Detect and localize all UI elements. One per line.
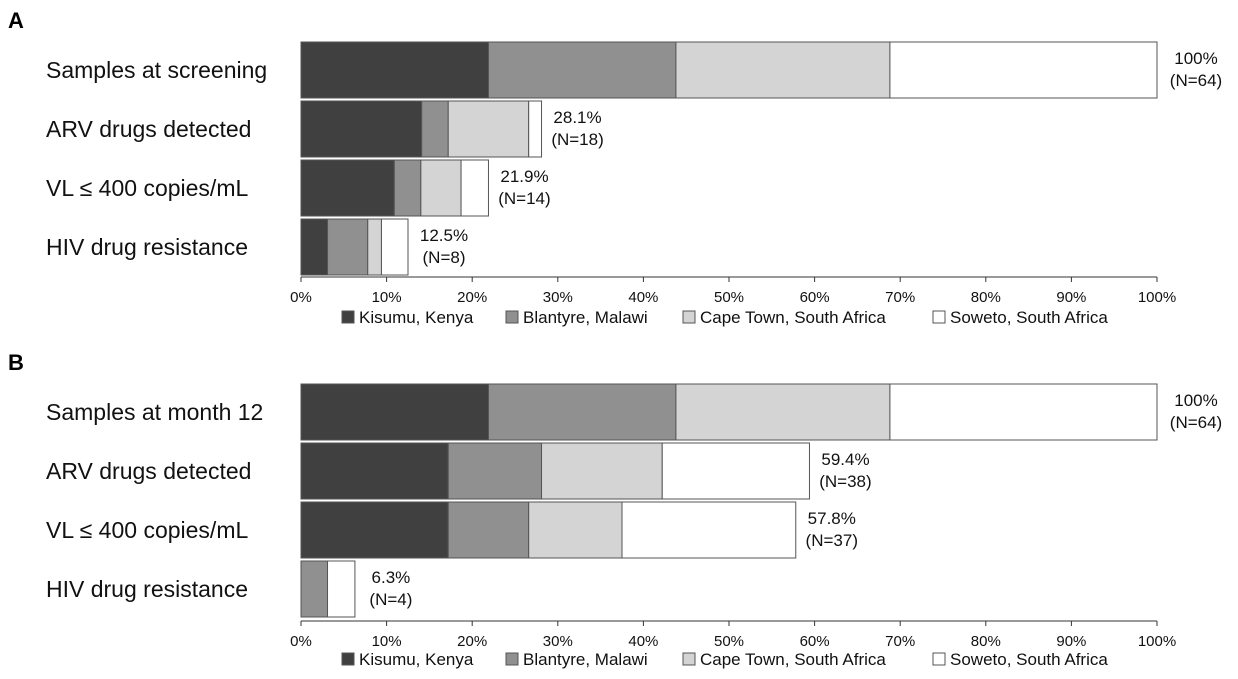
legend-swatch — [682, 310, 696, 324]
bar-count-label: (N=64) — [1170, 413, 1222, 432]
bar-count-label: (N=4) — [369, 590, 412, 609]
bar-segment — [421, 100, 449, 158]
legend-label: Soweto, South Africa — [950, 650, 1108, 669]
bar-segment — [300, 560, 329, 618]
legend-label: Kisumu, Kenya — [359, 650, 474, 669]
bar-segment — [300, 159, 395, 217]
bar-segment — [380, 218, 409, 276]
legend-label: Blantyre, Malawi — [523, 650, 648, 669]
bar-segment — [661, 442, 810, 500]
x-tick-label: 10% — [372, 633, 402, 650]
legend-swatch — [341, 652, 355, 666]
bar-total-label: 100% — [1174, 391, 1217, 410]
bar-segment — [447, 100, 530, 158]
x-tick-label: 70% — [885, 289, 915, 306]
x-tick-label: 0% — [290, 633, 312, 650]
x-tick-label: 20% — [457, 289, 487, 306]
category-label: Samples at month 12 — [46, 399, 263, 425]
bar-segment — [528, 100, 543, 158]
category-label: HIV drug resistance — [46, 576, 248, 602]
legend-label: Cape Town, South Africa — [700, 308, 886, 327]
x-tick-label: 90% — [1056, 633, 1086, 650]
category-label: ARV drugs detected — [46, 458, 251, 484]
x-tick-label: 90% — [1056, 289, 1086, 306]
bar-count-label: (N=18) — [551, 130, 603, 149]
x-tick-label: 20% — [457, 633, 487, 650]
legend-label: Kisumu, Kenya — [359, 308, 474, 327]
bar-count-label: (N=64) — [1170, 71, 1222, 90]
bar-segment — [487, 383, 677, 441]
chart-panel-a: A Samples at screening 100% (N=64) ARV drugs… — [8, 8, 1222, 327]
x-tick-label: 70% — [885, 633, 915, 650]
bar-count-label: (N=37) — [806, 531, 858, 550]
legend-swatch — [932, 310, 946, 324]
bar-total-label: 57.8% — [808, 509, 856, 528]
x-tick-label: 40% — [628, 289, 658, 306]
category-label: VL ≤ 400 copies/mL — [46, 175, 248, 201]
x-tick-label: 60% — [800, 289, 830, 306]
x-tick-label: 100% — [1138, 289, 1176, 306]
bar-segment — [447, 442, 543, 500]
bar-segment — [487, 41, 677, 99]
x-tick-label: 10% — [372, 289, 402, 306]
bar-segment — [889, 41, 1158, 99]
bar-segment — [675, 383, 891, 441]
panel-letter: A — [8, 8, 24, 33]
legend-label: Cape Town, South Africa — [700, 650, 886, 669]
x-tick-label: 80% — [971, 633, 1001, 650]
bar-total-label: 6.3% — [372, 568, 411, 587]
x-tick-label: 40% — [628, 633, 658, 650]
legend-swatch — [505, 652, 519, 666]
x-tick-label: 100% — [1138, 633, 1176, 650]
bar-segment — [300, 383, 489, 441]
bar-count-label: (N=14) — [498, 189, 550, 208]
bar-segment — [327, 218, 369, 276]
chart-panel-b: B Samples at month 12 100% (N=64) ARV drugs … — [8, 350, 1222, 669]
legend-swatch — [932, 652, 946, 666]
bar-segment — [300, 218, 329, 276]
x-tick-label: 50% — [714, 289, 744, 306]
bar-segment — [675, 41, 891, 99]
bar-count-label: (N=38) — [819, 472, 871, 491]
bar-segment — [528, 501, 623, 559]
x-tick-label: 80% — [971, 289, 1001, 306]
legend-swatch — [505, 310, 519, 324]
bar-segment — [420, 159, 462, 217]
bar-segment — [541, 442, 663, 500]
bar-count-label: (N=8) — [423, 248, 466, 267]
bar-total-label: 59.4% — [821, 450, 869, 469]
x-tick-label: 50% — [714, 633, 744, 650]
bar-segment — [447, 501, 530, 559]
x-tick-label: 30% — [543, 289, 573, 306]
bar-total-label: 21.9% — [500, 167, 548, 186]
x-tick-label: 30% — [543, 633, 573, 650]
bar-segment — [889, 383, 1158, 441]
bar-segment — [621, 501, 797, 559]
bar-total-label: 28.1% — [553, 108, 601, 127]
bar-segment — [300, 442, 449, 500]
category-label: ARV drugs detected — [46, 116, 251, 142]
legend-swatch — [682, 652, 696, 666]
panel-letter: B — [8, 350, 24, 375]
bar-total-label: 100% — [1174, 49, 1217, 68]
category-label: VL ≤ 400 copies/mL — [46, 517, 248, 543]
x-tick-label: 60% — [800, 633, 830, 650]
bar-segment — [300, 501, 449, 559]
bar-segment — [300, 41, 489, 99]
bar-segment — [327, 560, 356, 618]
bar-segment — [393, 159, 422, 217]
bar-segment — [300, 100, 423, 158]
x-tick-label: 0% — [290, 289, 312, 306]
legend-label: Blantyre, Malawi — [523, 308, 648, 327]
category-label: Samples at screening — [46, 57, 267, 83]
category-label: HIV drug resistance — [46, 234, 248, 260]
legend-swatch — [341, 310, 355, 324]
bar-segment — [460, 159, 489, 217]
legend-label: Soweto, South Africa — [950, 308, 1108, 327]
bar-total-label: 12.5% — [420, 226, 468, 245]
bar-segment — [367, 218, 382, 276]
